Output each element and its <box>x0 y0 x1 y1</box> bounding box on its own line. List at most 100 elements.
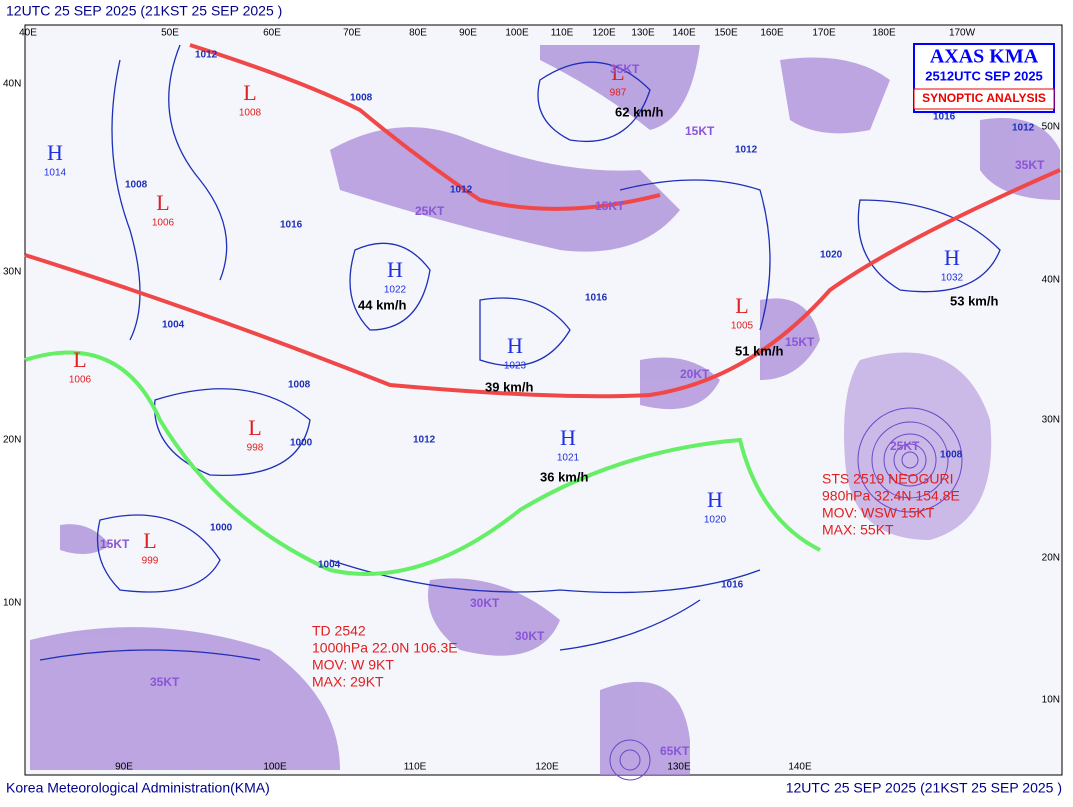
labels: 40E 50E 60E 70E 80E 90E 100E 110E 120E 130E 140E 15… <box>3 28 1060 773</box>
storm-info: TD 2542 <box>312 623 366 639</box>
longitude-label: 140E <box>788 762 812 773</box>
wind-label: 30KT <box>515 629 545 643</box>
longitude-label: 100E <box>505 28 529 39</box>
pressure-value: 1005 <box>731 321 754 332</box>
pressure-value: 1006 <box>152 218 175 229</box>
isobar-label: 1008 <box>940 450 963 461</box>
isobar-label: 1004 <box>162 320 185 331</box>
typhoon-circles <box>609 407 963 781</box>
longitude-label: 80E <box>409 28 427 39</box>
isobar-label: 1008 <box>125 180 148 191</box>
longitude-label: 150E <box>714 28 738 39</box>
isobar-label: 1000 <box>210 523 233 534</box>
footer-right: 12UTC 25 SEP 2025 (21KST 25 SEP 2025 ) <box>786 780 1062 796</box>
wind-label: 25KT <box>890 439 920 453</box>
pressure-letter: L <box>611 60 624 85</box>
longitude-label: 120E <box>535 762 559 773</box>
pressure-value: 1006 <box>69 375 92 386</box>
pressure-letter: H <box>47 140 63 165</box>
title: AXAS KMA <box>930 46 1039 68</box>
isobar-label: 1004 <box>318 560 341 571</box>
movement-speed: 62 km/h <box>615 104 663 119</box>
latitude-label: 10N <box>1042 695 1060 706</box>
pressure-value: 1014 <box>44 168 67 179</box>
wind-label: 25KT <box>415 204 445 218</box>
latitude-label: 20N <box>3 435 21 446</box>
wind-label: 35KT <box>150 675 180 689</box>
pressure-value: 999 <box>142 556 159 567</box>
pressure-value: 998 <box>247 443 264 454</box>
longitude-label: 140E <box>672 28 696 39</box>
latitude-label: 20N <box>1042 553 1060 564</box>
longitude-label: 170E <box>812 28 836 39</box>
storm-info: 980hPa 32.4N 154.8E <box>822 488 960 504</box>
storm-info: 1000hPa 22.0N 106.3E <box>312 640 458 656</box>
pressure-letter: H <box>944 245 960 270</box>
wind-label: 15KT <box>685 124 715 138</box>
latitude-label: 10N <box>3 598 21 609</box>
latitude-label: 40N <box>3 79 21 90</box>
analysis-label: SYNOPTIC ANALYSIS <box>922 91 1046 105</box>
isobar-label: 1016 <box>585 293 608 304</box>
pressure-letter: L <box>73 347 86 372</box>
longitude-label: 120E <box>592 28 616 39</box>
wind-label: 35KT <box>610 62 640 76</box>
wind-label: 30KT <box>470 596 500 610</box>
pressure-value: 1032 <box>941 273 964 284</box>
isobar-label: 1016 <box>933 112 956 123</box>
movement-speed: 51 km/h <box>735 343 783 358</box>
pressure-letter: L <box>243 80 256 105</box>
pressure-value: 1023 <box>504 361 527 372</box>
longitude-label: 90E <box>459 28 477 39</box>
isobar-label: 1012 <box>195 50 218 61</box>
longitude-label: 130E <box>667 762 691 773</box>
pressure-value: 1008 <box>239 108 262 119</box>
pressure-letter: L <box>143 528 156 553</box>
wind-label: 15KT <box>785 335 815 349</box>
isobar-label: 1008 <box>350 93 373 104</box>
latitude-label: 30N <box>3 267 21 278</box>
longitude-label: 170W <box>949 28 976 39</box>
wind-label: 65KT <box>660 744 690 758</box>
longitude-label: 60E <box>263 28 281 39</box>
longitude-label: 40E <box>19 28 37 39</box>
movement-speed: 53 km/h <box>950 293 998 308</box>
shaded-areas <box>30 45 1060 775</box>
pressure-letter: H <box>707 487 723 512</box>
longitude-label: 100E <box>263 762 287 773</box>
isobar-label: 1012 <box>450 185 473 196</box>
movement-speed: 36 km/h <box>540 469 588 484</box>
longitude-label: 110E <box>551 28 574 39</box>
wind-label: 20KT <box>680 367 710 381</box>
wind-label: 35KT <box>1015 158 1045 172</box>
isobar-label: 1016 <box>280 220 303 231</box>
longitude-label: 180E <box>872 28 896 39</box>
pressure-letter: L <box>248 415 261 440</box>
pressure-value: 1022 <box>384 285 407 296</box>
storm-info: STS 2519 NEOGURI <box>822 471 954 487</box>
fronts <box>24 43 1061 576</box>
storm-info: MAX: 29KT <box>312 674 384 690</box>
subtitle: 2512UTC SEP 2025 <box>925 68 1043 83</box>
isobar-label: 1020 <box>820 250 843 261</box>
isobar-label: 1008 <box>288 380 311 391</box>
pressure-letter: H <box>387 257 403 282</box>
longitude-label: 70E <box>343 28 361 39</box>
movement-speed: 44 km/h <box>358 297 406 312</box>
latitude-label: 30N <box>1042 415 1060 426</box>
isobar-label: 1012 <box>1012 123 1035 134</box>
pressure-letter: L <box>735 293 748 318</box>
latitude-label: 40N <box>1042 275 1060 286</box>
isobar-label: 1012 <box>735 145 758 156</box>
longitude-label: 90E <box>115 762 133 773</box>
header: 12UTC 25 SEP 2025 (21KST 25 SEP 2025 ) <box>6 3 282 19</box>
isobars <box>39 44 1001 661</box>
pressure-value: 987 <box>610 88 627 99</box>
longitude-label: 130E <box>631 28 655 39</box>
storm-info: MOV: WSW 15KT <box>822 505 935 521</box>
storm-info: MOV: W 9KT <box>312 657 394 673</box>
pressure-letter: H <box>560 425 576 450</box>
movement-speed: 39 km/h <box>485 379 533 394</box>
isobar-label: 1012 <box>413 435 436 446</box>
